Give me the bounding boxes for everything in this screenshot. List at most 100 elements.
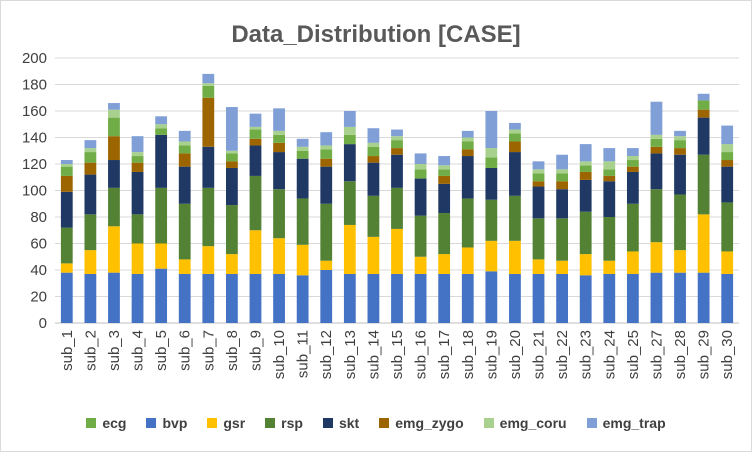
bar-segment-emg-zygo (108, 136, 120, 161)
bar-segment-ecg (202, 85, 215, 98)
y-tick-label: 80 (30, 209, 47, 226)
bar-segment-emg-trap (391, 129, 403, 137)
bar-segment-emg-trap (509, 122, 521, 130)
bar-segment-emg-trap (556, 154, 568, 170)
bar-segment-gsr (273, 238, 285, 274)
x-tick-label: sub_24 (601, 330, 618, 379)
x-tick-label: sub_15 (389, 330, 406, 379)
bar-segment-emg-trap (532, 161, 545, 170)
bar-segment-bvp (603, 273, 616, 323)
bar-segment-emg-trap (178, 130, 191, 142)
x-tick-label: sub_7 (200, 330, 217, 371)
bar-segment-ecg (674, 140, 686, 149)
bar-segment-emg-coru (579, 161, 592, 166)
x-tick-label: sub_1 (59, 330, 76, 371)
bar-segment-bvp (438, 273, 451, 323)
bar-segment-skt (131, 171, 144, 215)
bar-segment-skt (697, 117, 710, 155)
bar-segment-ecg (343, 134, 356, 145)
bar-segment-emg-trap (155, 116, 168, 125)
legend-swatch (265, 418, 276, 428)
bar-segment-gsr (603, 260, 616, 274)
x-tick-label: sub_23 (578, 330, 595, 379)
bar-segment-bvp (721, 273, 734, 323)
bar-segment-bvp (532, 273, 545, 323)
bar-segment-ecg (131, 156, 144, 163)
bar-segment-emg-coru (532, 169, 545, 174)
bar-segment-emg-zygo (320, 158, 333, 167)
bar-segment-emg-coru (296, 146, 309, 151)
bar-segment-emg-trap (249, 113, 262, 127)
bar-segment-skt (155, 134, 168, 188)
bar-segment-emg-zygo (226, 161, 238, 168)
bar-segment-skt (532, 186, 545, 219)
legend-label: ecg (102, 415, 127, 431)
bar-segment-emg-zygo (249, 138, 262, 146)
bar-segment-emg-coru (603, 161, 616, 170)
bar-segment-ecg (697, 100, 710, 110)
bar-segment-gsr (532, 259, 545, 274)
bar-segment-gsr (461, 247, 474, 274)
bar-segment-rsp (532, 218, 545, 260)
x-tick-label: sub_5 (153, 330, 170, 371)
legend-swatch (586, 418, 597, 428)
bar-segment-gsr (485, 240, 498, 272)
bar-segment-emg-trap (674, 130, 686, 137)
bar-segment-gsr (626, 251, 639, 274)
bar-segment-bvp (155, 268, 168, 323)
bar-segment-rsp (603, 217, 616, 261)
bar-segment-bvp (108, 272, 120, 323)
bar-segment-ecg (226, 153, 238, 162)
bar-segment-skt (485, 167, 498, 200)
bar-segment-bvp (579, 275, 592, 323)
chart-title: Data_Distribution [CASE] (231, 21, 521, 48)
legend-item-skt: skt (322, 415, 359, 431)
bar-segment-emg-coru (60, 164, 73, 167)
bar-segment-emg-zygo (674, 148, 686, 155)
bar-segment-ecg (532, 173, 545, 182)
bar-segment-rsp (461, 198, 474, 248)
bar-segment-rsp (509, 195, 521, 241)
bar-segment-rsp (320, 203, 333, 261)
y-tick-label: 180 (22, 77, 47, 94)
bar-segment-skt (414, 178, 427, 216)
bar-segment-bvp (556, 273, 568, 323)
bar-segment-emg-trap (414, 153, 427, 164)
bar-segment-emg-zygo (60, 175, 73, 192)
bar-segment-emg-trap (320, 132, 333, 146)
bar-segment-emg-trap (84, 140, 97, 149)
bar-segment-gsr (60, 263, 73, 273)
legend-swatch (483, 418, 494, 428)
bar-segment-skt (178, 166, 191, 204)
legend-swatch (379, 418, 390, 428)
x-tick-label: sub_21 (531, 330, 548, 379)
bar-segment-emg-trap (650, 101, 663, 135)
bar-segment-emg-coru (674, 136, 686, 141)
legend-item-emg-trap: emg_trap (586, 415, 666, 431)
bar-segment-gsr (414, 256, 427, 274)
x-tick-label: sub_20 (507, 330, 524, 379)
bar-segment-ecg (155, 128, 168, 135)
bar-segment-emg-zygo (556, 181, 568, 190)
bar-segment-emg-coru (226, 150, 238, 154)
bar-segment-skt (603, 181, 616, 217)
bar-segment-ecg (178, 145, 191, 154)
bar-segment-bvp (509, 273, 521, 323)
bar-segment-gsr (721, 251, 734, 274)
legend-label: bvp (162, 415, 188, 431)
x-tick-label: sub_27 (648, 330, 665, 379)
bar-segment-skt (461, 156, 474, 199)
bar-segment-rsp (343, 181, 356, 225)
bar-segment-gsr (650, 242, 663, 273)
bar-segment-skt (650, 153, 663, 190)
bar-segment-emg-coru (556, 169, 568, 174)
bar-segment-emg-trap (226, 107, 238, 151)
bar-segment-rsp (556, 218, 568, 261)
bar-segment-emg-coru (320, 145, 333, 150)
bar-segment-skt (626, 171, 639, 204)
bar-segment-bvp (273, 273, 285, 323)
x-tick-label: sub_6 (177, 330, 194, 371)
bar-segment-ecg (579, 165, 592, 172)
bar-segment-rsp (249, 175, 262, 231)
